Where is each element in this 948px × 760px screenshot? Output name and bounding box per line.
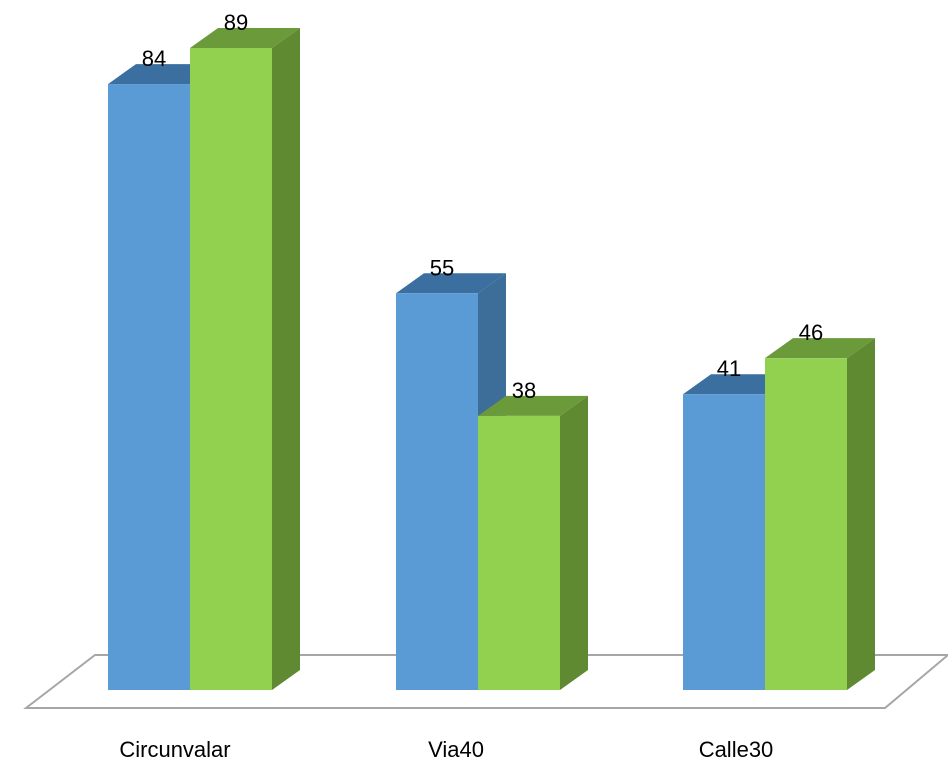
bar-1-1 xyxy=(478,415,560,690)
bar-side-1-1 xyxy=(560,395,588,690)
data-label-1-0: 89 xyxy=(224,10,248,35)
bar-1-2 xyxy=(765,358,847,690)
chart-floor xyxy=(23,654,948,709)
data-labels: 84 89 55 38 41 46 xyxy=(142,10,823,403)
category-label-1: Via40 xyxy=(428,737,484,760)
data-label-0-2: 41 xyxy=(717,356,741,381)
bar-top-1-2 xyxy=(765,338,875,359)
data-label-0-1: 55 xyxy=(430,255,454,280)
category-label-2: Calle30 xyxy=(699,737,774,760)
bar-0-2 xyxy=(683,394,765,690)
bar-top-1-1 xyxy=(478,395,588,416)
bar-0-0 xyxy=(108,84,190,691)
data-label-0-0: 84 xyxy=(142,46,166,71)
category-labels: Circunvalar Via40 Calle30 xyxy=(119,737,773,760)
bar-side-1-2 xyxy=(847,338,875,690)
bars xyxy=(108,28,875,691)
bar-top-0-1 xyxy=(396,273,506,294)
bar-1-0 xyxy=(190,48,272,690)
bar-top-1-0 xyxy=(190,28,300,48)
data-label-1-1: 38 xyxy=(512,378,536,403)
category-label-0: Circunvalar xyxy=(119,737,230,760)
data-label-1-2: 46 xyxy=(799,320,823,345)
bar-side-1-0 xyxy=(272,28,300,690)
bar-0-1 xyxy=(396,293,478,690)
